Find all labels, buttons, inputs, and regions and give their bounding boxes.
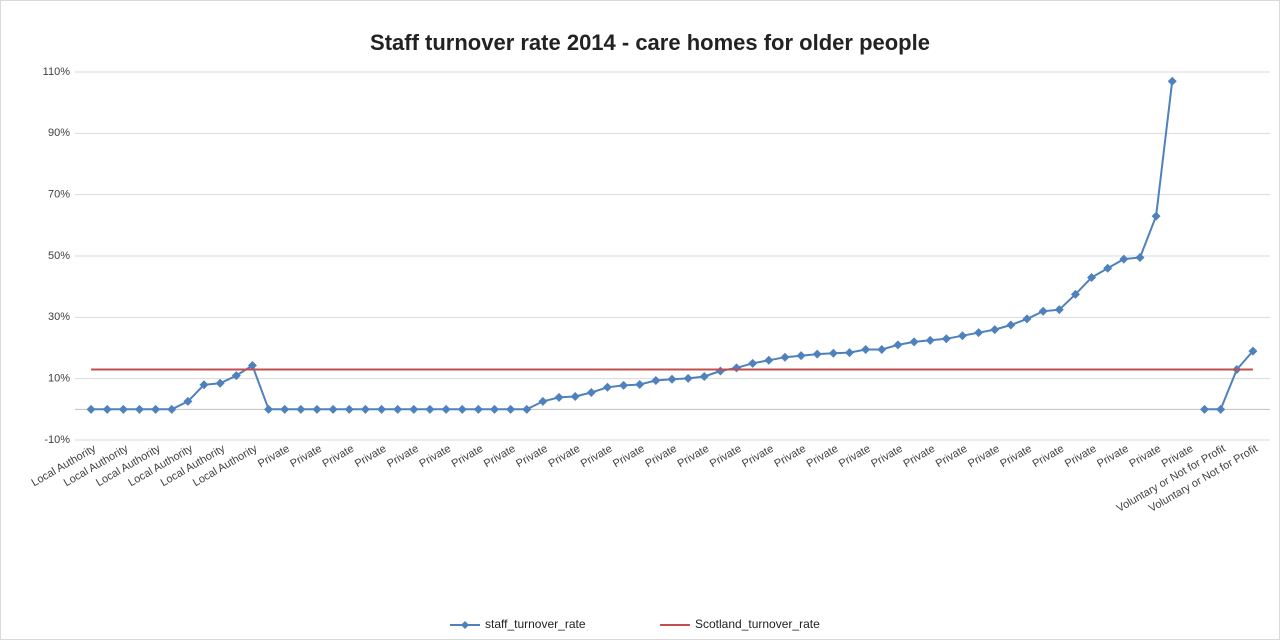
- point-marker: [941, 334, 951, 344]
- point-marker: [344, 404, 354, 414]
- point-marker: [909, 337, 919, 347]
- point-marker: [118, 404, 128, 414]
- point-marker: [264, 404, 274, 414]
- point-marker: [602, 382, 612, 392]
- point-marker: [861, 345, 871, 355]
- point-marker: [748, 358, 758, 368]
- point-marker: [473, 404, 483, 414]
- point-marker: [1054, 305, 1064, 315]
- legend-marker: [461, 621, 469, 629]
- y-tick-label: 30%: [48, 311, 70, 323]
- point-marker: [1119, 254, 1129, 264]
- point-marker: [586, 387, 596, 397]
- y-tick-label: -10%: [44, 434, 70, 446]
- point-marker: [183, 396, 193, 406]
- point-marker: [425, 404, 435, 414]
- point-marker: [1151, 211, 1161, 221]
- legend-label: Scotland_turnover_rate: [695, 617, 820, 631]
- point-marker: [312, 404, 322, 414]
- point-marker: [377, 404, 387, 414]
- point-marker: [780, 352, 790, 362]
- point-marker: [1216, 404, 1226, 414]
- point-marker: [167, 404, 177, 414]
- point-marker: [828, 348, 838, 358]
- point-marker: [651, 376, 661, 386]
- point-marker: [619, 380, 629, 390]
- y-tick-label: 50%: [48, 250, 70, 262]
- chart-title: Staff turnover rate 2014 - care homes fo…: [370, 30, 930, 55]
- point-marker: [215, 378, 225, 388]
- point-marker: [1070, 289, 1080, 299]
- point-marker: [441, 404, 451, 414]
- point-marker: [151, 404, 161, 414]
- point-marker: [570, 391, 580, 401]
- point-marker: [796, 351, 806, 361]
- point-marker: [457, 404, 467, 414]
- point-marker: [522, 404, 532, 414]
- point-marker: [974, 328, 984, 338]
- y-tick-label: 10%: [48, 373, 70, 385]
- point-marker: [1022, 314, 1032, 324]
- point-marker: [360, 404, 370, 414]
- point-marker: [893, 340, 903, 350]
- point-marker: [764, 355, 774, 365]
- point-marker: [506, 404, 516, 414]
- y-tick-label: 70%: [48, 189, 70, 201]
- point-marker: [280, 404, 290, 414]
- point-marker: [1038, 306, 1048, 316]
- point-marker: [554, 392, 564, 402]
- point-marker: [199, 380, 209, 390]
- point-marker: [1200, 404, 1210, 414]
- point-marker: [1167, 76, 1177, 86]
- point-marker: [1135, 253, 1145, 263]
- y-tick-label: 110%: [43, 66, 71, 78]
- point-marker: [328, 404, 338, 414]
- point-marker: [1087, 272, 1097, 282]
- point-marker: [231, 371, 241, 381]
- point-marker: [489, 404, 499, 414]
- point-marker: [957, 331, 967, 341]
- point-marker: [1006, 320, 1016, 330]
- point-marker: [667, 374, 677, 384]
- point-marker: [635, 379, 645, 389]
- point-marker: [699, 372, 709, 382]
- legend-label: staff_turnover_rate: [485, 617, 586, 631]
- point-marker: [683, 373, 693, 383]
- point-marker: [990, 325, 1000, 335]
- point-marker: [538, 396, 548, 406]
- point-marker: [877, 345, 887, 355]
- point-marker: [409, 404, 419, 414]
- point-marker: [296, 404, 306, 414]
- point-marker: [1103, 263, 1113, 273]
- point-marker: [86, 404, 96, 414]
- point-marker: [845, 348, 855, 358]
- point-marker: [393, 404, 403, 414]
- point-marker: [102, 404, 112, 414]
- point-marker: [134, 404, 144, 414]
- y-tick-label: 90%: [48, 127, 70, 139]
- point-marker: [925, 335, 935, 345]
- point-marker: [812, 349, 822, 359]
- point-marker: [1248, 346, 1258, 356]
- point-marker: [247, 360, 257, 370]
